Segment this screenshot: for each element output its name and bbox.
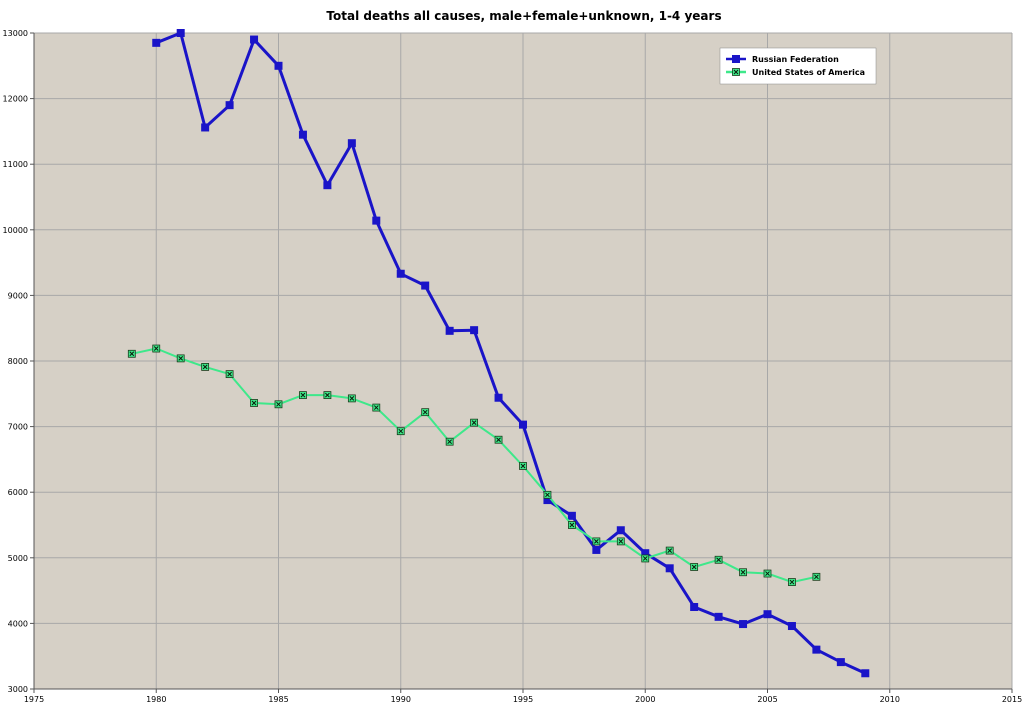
data-point-russian-federation [298,130,307,139]
data-point-united-states-of-america [225,370,234,379]
x-tick-label: 1975 [24,695,44,704]
series-united-states-of-america [127,344,821,586]
data-point-russian-federation [787,622,796,631]
data-point-united-states-of-america [788,578,796,586]
series-layer [127,29,870,678]
data-point-russian-federation [347,139,356,148]
x-tick-label: 2000 [635,695,655,704]
legend-box [719,47,877,85]
legend-item-russian-federation: Russian Federation [726,55,839,64]
y-tick-label: 10000 [3,226,28,235]
data-point-russian-federation [445,326,454,335]
x-tick-label: 2010 [880,695,900,704]
data-point-russian-federation [519,420,527,429]
y-tick-label: 11000 [3,160,28,169]
y-tick-label: 7000 [8,423,28,432]
x-tick-label: 2015 [1002,695,1022,704]
data-point-russian-federation [861,669,870,678]
y-tick-label: 9000 [8,291,28,300]
data-point-united-states-of-america [812,572,821,581]
data-point-russian-federation [812,645,821,654]
data-point-united-states-of-america [739,568,747,577]
data-point-russian-federation [494,393,503,402]
x-tick-label: 2005 [757,695,777,704]
y-tick-label: 12000 [3,95,28,104]
data-point-united-states-of-america [396,427,405,436]
data-point-united-states-of-america [323,391,332,400]
data-point-united-states-of-america [543,490,552,499]
legend-label: United States of America [752,68,865,77]
data-point-united-states-of-america [274,400,283,409]
data-point-russian-federation [763,610,772,619]
data-point-russian-federation [250,35,259,44]
data-point-russian-federation [396,269,405,278]
data-point-united-states-of-america [176,354,185,363]
x-tick-label: 1995 [513,695,533,704]
data-point-united-states-of-america [592,537,601,546]
data-point-united-states-of-america [690,563,699,571]
data-point-russian-federation [690,603,699,611]
data-point-russian-federation [201,123,210,132]
data-point-united-states-of-america [421,408,430,417]
data-point-united-states-of-america [616,537,625,546]
data-point-russian-federation [421,281,430,290]
data-point-russian-federation [225,101,234,110]
data-point-russian-federation [665,564,674,573]
data-point-united-states-of-america [152,344,161,353]
legend-swatch-marker [732,55,740,63]
data-point-united-states-of-america [299,391,307,400]
data-point-russian-federation [152,38,161,47]
data-point-russian-federation [323,181,332,190]
y-tick-label: 6000 [8,488,28,497]
data-point-russian-federation [739,620,748,629]
series-line-russian-federation [155,31,866,675]
x-tick-label: 1985 [268,695,288,704]
data-point-russian-federation [470,326,479,335]
series-russian-federation [152,29,870,678]
data-point-russian-federation [372,216,381,225]
data-point-united-states-of-america [201,363,210,371]
data-point-united-states-of-america [127,349,136,358]
data-point-united-states-of-america [714,555,723,564]
axes: 1975 1980 1985 1990 1995 2000 2005 2010 2015 3000… [3,29,1023,704]
data-point-united-states-of-america [519,462,527,470]
data-point-russian-federation [274,61,283,70]
data-point-united-states-of-america [665,546,674,555]
data-point-united-states-of-america [494,435,503,444]
data-point-united-states-of-america [568,521,576,529]
data-point-united-states-of-america [372,403,381,412]
data-point-russian-federation [836,658,845,667]
y-tick-label: 8000 [8,357,28,366]
y-tick-label: 4000 [8,619,28,628]
data-point-united-states-of-america [641,554,650,563]
legend-label: Russian Federation [752,55,839,64]
y-tick-label: 13000 [3,29,28,38]
data-point-russian-federation [592,545,601,554]
data-point-united-states-of-america [445,437,454,446]
legend-swatch-marker [732,68,740,76]
x-tick-label: 1990 [391,695,411,704]
data-point-russian-federation [714,612,723,621]
chart-title: Total deaths all causes, male+female+unk… [326,9,721,23]
y-tick-label: 5000 [8,554,28,563]
data-point-russian-federation [567,511,576,520]
data-point-united-states-of-america [470,418,479,427]
data-point-united-states-of-america [347,394,356,403]
legend: Russian Federation United States of Ameri… [719,47,877,85]
legend-item-united-states-of-america: United States of America [726,68,865,77]
data-point-united-states-of-america [763,569,772,578]
y-tick-label: 3000 [8,685,28,694]
data-point-united-states-of-america [250,399,258,407]
data-point-russian-federation [176,29,185,37]
x-tick-label: 1980 [146,695,166,704]
data-point-russian-federation [616,526,625,535]
